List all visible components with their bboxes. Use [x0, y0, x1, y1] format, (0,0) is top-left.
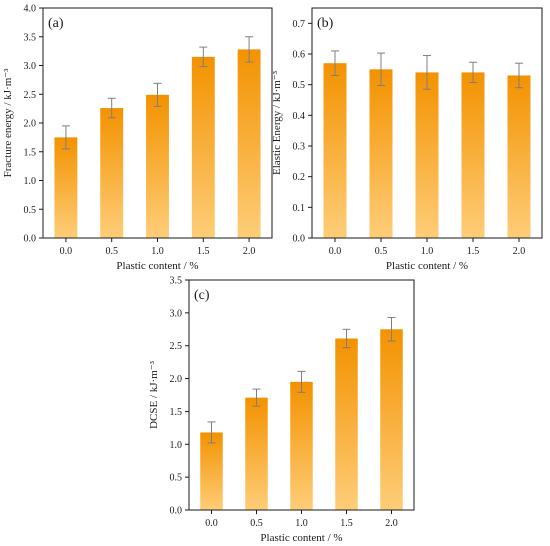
plot-frame: [311, 7, 543, 239]
x-tick-label: 0.0: [329, 246, 342, 257]
y-tick-label: 2.0: [24, 119, 37, 130]
y-tick-label: 0.3: [293, 142, 306, 153]
y-tick-label: 2.5: [170, 341, 183, 352]
y-tick-label: 1.5: [24, 147, 37, 158]
y-axis-title: Fracture energy / kJ·m⁻³: [2, 68, 14, 177]
y-tick-label: 1.0: [170, 440, 183, 451]
x-tick-label: 0.0: [205, 518, 218, 529]
y-tick-label: 2.5: [24, 90, 37, 101]
y-tick-label: 3.0: [170, 308, 183, 319]
y-tick-label: 0.7: [293, 19, 306, 30]
x-tick-label: 1.5: [467, 246, 480, 257]
y-tick-label: 4.0: [24, 4, 37, 15]
y-axis-title: DCSE / kJ·m⁻³: [148, 360, 160, 428]
bar: [245, 397, 268, 510]
x-tick-label: 1.0: [421, 246, 434, 257]
chart-panel-a: 0.0 0.5 1.0 1.5 2.0 0.0 0.5 1.0 1.5 2.0 2.5 3.0 3.5 4…: [2, 4, 273, 272]
bar: [191, 56, 215, 238]
bar: [290, 381, 313, 510]
chart-panel-c: 0.0 0.5 1.0 1.5 2.0 0.0 0.5 1.0 1.5 2.0 2.5 3.0 3.5 P…: [148, 276, 415, 544]
x-tick-label: 0.5: [250, 518, 263, 529]
y-tick-label: 0.4: [293, 111, 306, 122]
plot-frame: [188, 279, 415, 511]
bar: [54, 137, 78, 238]
panel-label: (b): [317, 16, 334, 31]
x-tick-label: 0.5: [375, 246, 388, 257]
x-axis-title: Plastic content / %: [260, 532, 342, 544]
y-axis-title: Elastic Energy / kJ·m⁻³: [271, 70, 283, 175]
y-tick-label: 0.0: [24, 234, 37, 245]
x-axis-title: Plastic content / %: [116, 260, 198, 272]
x-tick-label: 1.5: [197, 246, 210, 257]
bar: [369, 69, 393, 238]
y-tick-label: 0.5: [170, 473, 183, 484]
bar: [415, 72, 439, 239]
y-tick-label: 1.5: [170, 407, 183, 418]
y-tick-label: 0.1: [293, 203, 306, 214]
x-axis-title: Plastic content / %: [386, 260, 468, 272]
x-tick-label: 0.0: [60, 246, 73, 257]
bar: [237, 49, 261, 239]
x-tick-label: 0.5: [105, 246, 118, 257]
y-tick-label: 0.2: [293, 172, 306, 183]
y-tick-label: 3.0: [24, 61, 37, 72]
bar: [146, 94, 169, 238]
y-tick-label: 3.5: [24, 32, 37, 43]
x-tick-label: 2.0: [243, 246, 256, 257]
bar: [200, 432, 223, 510]
x-tick-label: 1.0: [295, 518, 308, 529]
x-tick-label: 2.0: [513, 246, 526, 257]
bar: [507, 75, 531, 238]
y-tick-label: 0.0: [293, 234, 306, 245]
x-tick-label: 1.5: [340, 518, 353, 529]
x-tick-label: 2.0: [385, 518, 398, 529]
bar: [335, 338, 358, 510]
bar: [461, 72, 485, 239]
y-tick-label: 2.0: [170, 374, 183, 385]
y-tick-label: 0.5: [293, 80, 306, 91]
plot-frame: [42, 7, 273, 239]
bar: [323, 63, 347, 239]
bar: [380, 329, 403, 510]
panel-label: (a): [48, 16, 64, 31]
panel-label: (c): [194, 288, 210, 303]
y-tick-label: 0.6: [293, 50, 306, 61]
y-tick-label: 0.5: [24, 205, 37, 216]
bar: [100, 108, 124, 238]
y-tick-label: 1.0: [24, 176, 37, 187]
y-tick-label: 3.5: [170, 276, 183, 287]
chart-panel-b: 0.0 0.5 1.0 1.5 2.0 0.0 0.1 0.2 0.3 0.4 0.5 0.6 0.7 P…: [271, 7, 543, 272]
y-tick-label: 0.0: [170, 506, 183, 517]
x-tick-label: 1.0: [151, 246, 164, 257]
